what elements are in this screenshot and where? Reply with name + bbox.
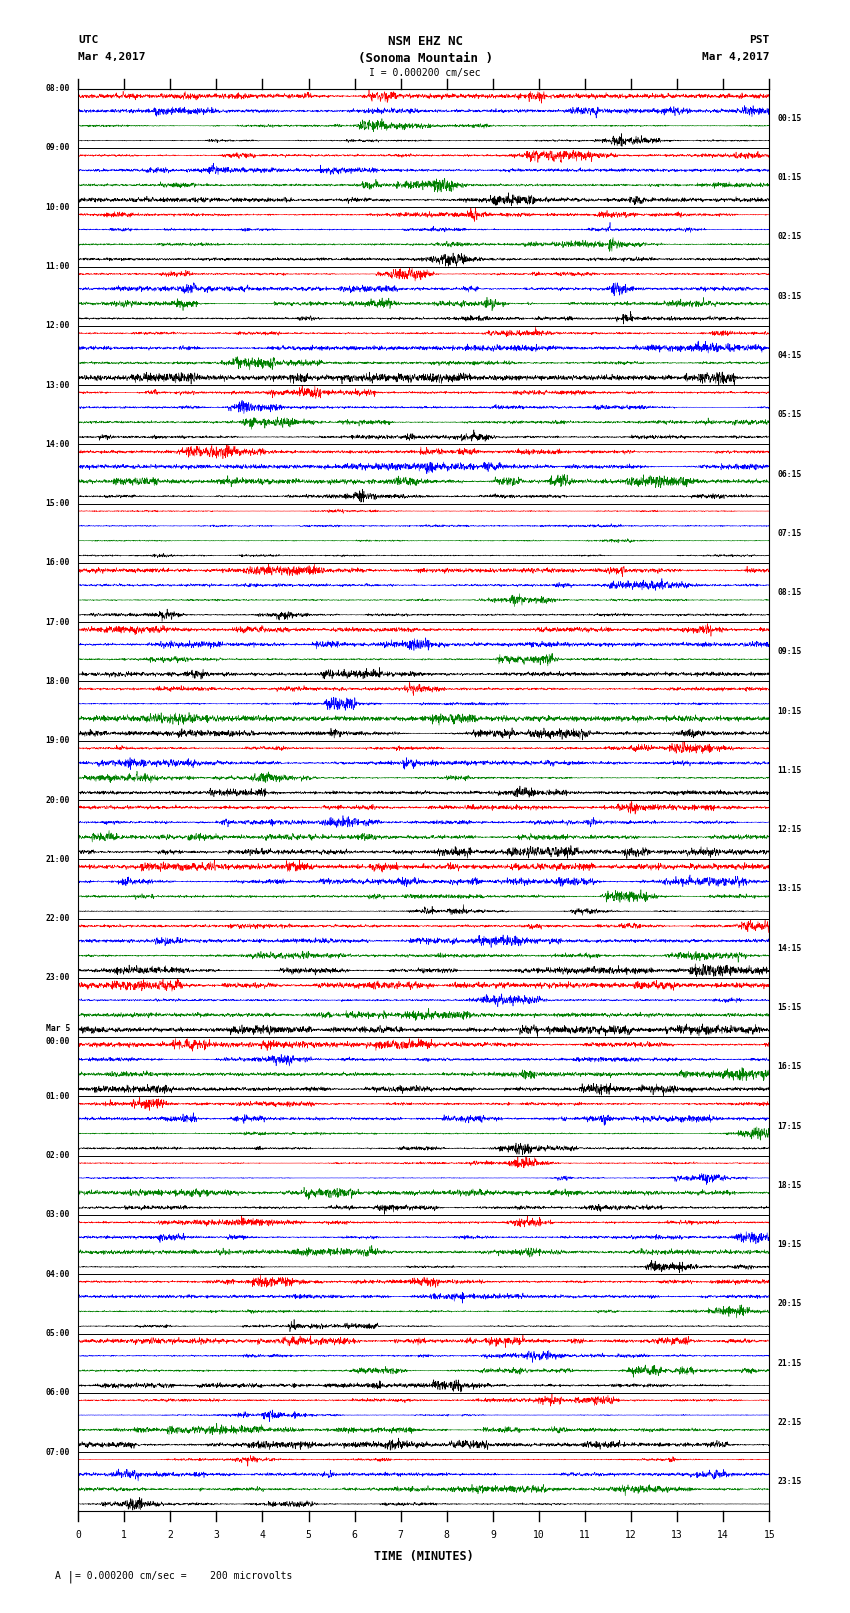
Text: Mar 4,2017: Mar 4,2017: [702, 52, 769, 61]
Text: 10: 10: [533, 1529, 545, 1540]
Text: 10:00: 10:00: [46, 203, 70, 211]
Text: 9: 9: [490, 1529, 496, 1540]
Text: 09:15: 09:15: [778, 647, 802, 656]
Text: = 0.000200 cm/sec =    200 microvolts: = 0.000200 cm/sec = 200 microvolts: [75, 1571, 292, 1581]
Text: 08:00: 08:00: [46, 84, 70, 94]
Text: 08:15: 08:15: [778, 589, 802, 597]
Text: 17:00: 17:00: [46, 618, 70, 627]
Text: 14:15: 14:15: [778, 944, 802, 953]
Text: 00:00: 00:00: [46, 1037, 70, 1045]
Text: A: A: [55, 1571, 61, 1581]
Text: PST: PST: [749, 35, 769, 45]
Text: 07:15: 07:15: [778, 529, 802, 537]
Text: 8: 8: [444, 1529, 450, 1540]
Text: 10:15: 10:15: [778, 706, 802, 716]
Text: 13:00: 13:00: [46, 381, 70, 390]
Text: 15: 15: [763, 1529, 775, 1540]
Text: |: |: [66, 1571, 74, 1584]
Text: 5: 5: [306, 1529, 311, 1540]
Text: 2: 2: [167, 1529, 173, 1540]
Text: 22:15: 22:15: [778, 1418, 802, 1428]
Text: Mar 4,2017: Mar 4,2017: [78, 52, 145, 61]
Text: TIME (MINUTES): TIME (MINUTES): [374, 1550, 473, 1563]
Text: 15:00: 15:00: [46, 498, 70, 508]
Text: 0: 0: [76, 1529, 81, 1540]
Text: 4: 4: [259, 1529, 265, 1540]
Text: 21:15: 21:15: [778, 1358, 802, 1368]
Text: 04:00: 04:00: [46, 1269, 70, 1279]
Text: 7: 7: [398, 1529, 404, 1540]
Text: 17:15: 17:15: [778, 1121, 802, 1131]
Text: 12:00: 12:00: [46, 321, 70, 331]
Text: 15:15: 15:15: [778, 1003, 802, 1011]
Text: 01:00: 01:00: [46, 1092, 70, 1102]
Text: 02:00: 02:00: [46, 1152, 70, 1160]
Text: 03:00: 03:00: [46, 1210, 70, 1219]
Text: 11:15: 11:15: [778, 766, 802, 774]
Text: 14: 14: [717, 1529, 729, 1540]
Text: 06:15: 06:15: [778, 469, 802, 479]
Text: 18:00: 18:00: [46, 677, 70, 686]
Text: UTC: UTC: [78, 35, 99, 45]
Text: 19:15: 19:15: [778, 1240, 802, 1248]
Text: 03:15: 03:15: [778, 292, 802, 300]
Text: 02:15: 02:15: [778, 232, 802, 242]
Text: 3: 3: [213, 1529, 219, 1540]
Text: 07:00: 07:00: [46, 1447, 70, 1457]
Text: 05:15: 05:15: [778, 410, 802, 419]
Text: I = 0.000200 cm/sec: I = 0.000200 cm/sec: [369, 68, 481, 77]
Text: 19:00: 19:00: [46, 736, 70, 745]
Text: 18:15: 18:15: [778, 1181, 802, 1190]
Text: 23:00: 23:00: [46, 973, 70, 982]
Text: 1: 1: [122, 1529, 127, 1540]
Text: 09:00: 09:00: [46, 144, 70, 153]
Text: Mar 5: Mar 5: [46, 1024, 70, 1032]
Text: 20:15: 20:15: [778, 1300, 802, 1308]
Text: 04:15: 04:15: [778, 352, 802, 360]
Text: 21:00: 21:00: [46, 855, 70, 865]
Text: 22:00: 22:00: [46, 915, 70, 923]
Text: 16:00: 16:00: [46, 558, 70, 568]
Text: 14:00: 14:00: [46, 440, 70, 448]
Text: 23:15: 23:15: [778, 1478, 802, 1486]
Text: 00:15: 00:15: [778, 115, 802, 123]
Text: NSM EHZ NC: NSM EHZ NC: [388, 35, 462, 48]
Text: 16:15: 16:15: [778, 1063, 802, 1071]
Text: 06:00: 06:00: [46, 1389, 70, 1397]
Text: 11: 11: [579, 1529, 591, 1540]
Text: 01:15: 01:15: [778, 173, 802, 182]
Text: 20:00: 20:00: [46, 795, 70, 805]
Text: 12: 12: [625, 1529, 637, 1540]
Text: 05:00: 05:00: [46, 1329, 70, 1339]
Text: 11:00: 11:00: [46, 261, 70, 271]
Text: (Sonoma Mountain ): (Sonoma Mountain ): [358, 52, 492, 65]
Text: 13: 13: [672, 1529, 683, 1540]
Text: 6: 6: [352, 1529, 358, 1540]
Text: 12:15: 12:15: [778, 826, 802, 834]
Text: 13:15: 13:15: [778, 884, 802, 894]
